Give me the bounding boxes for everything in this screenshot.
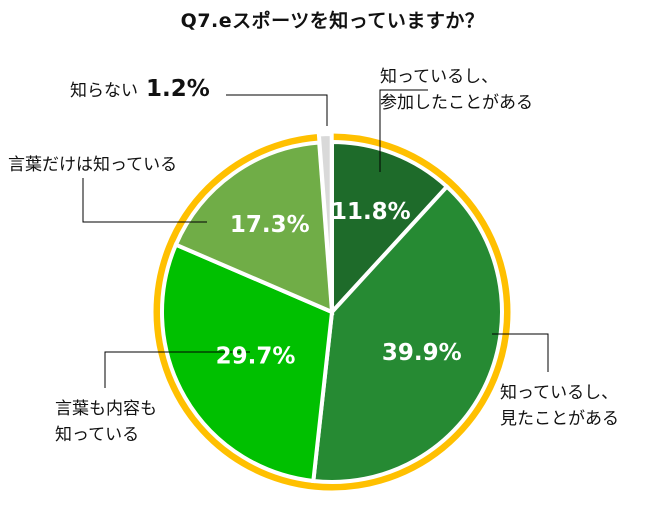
category-label-line: 言葉も内容も	[55, 399, 157, 419]
percent-label-participated: 11.8%	[331, 199, 411, 225]
pie-slice-word-and-content	[160, 242, 335, 484]
category-label-line: 見たことがある	[500, 409, 619, 429]
pie-slice-watched	[311, 183, 504, 484]
category-label-line: 知っている	[55, 425, 140, 445]
category-label-word-and-content: 言葉も内容も 知っている	[55, 396, 157, 448]
leader-line-dont-know	[226, 94, 328, 126]
leader-line-word-only	[82, 178, 207, 223]
category-label-participated: 知っているし、 参加したことがある	[380, 64, 533, 116]
category-label-line: 言葉だけは知っている	[8, 155, 178, 175]
category-label-line: 知らない	[70, 81, 138, 101]
leader-line-watched	[492, 333, 549, 372]
category-label-dont-know: 知らない 1.2%	[70, 76, 210, 104]
pie-slice-dont-know	[316, 132, 334, 305]
category-label-watched: 知っているし、 見たことがある	[500, 380, 619, 432]
leader-line-participated	[379, 89, 428, 172]
leader-line-word-and-content	[104, 351, 250, 388]
chart-title: Q7.eスポーツを知っていますか？	[180, 10, 485, 32]
percent-labels: 11.8% 39.9% 29.7% 17.3%	[216, 199, 462, 369]
pie-slice-participated	[330, 139, 450, 318]
percent-label-word-and-content: 29.7%	[216, 343, 296, 369]
pie-slices	[153, 132, 511, 491]
percent-label-word-only: 17.3%	[230, 212, 310, 238]
leader-lines	[82, 89, 549, 388]
percent-label-dont-know: 1.2%	[146, 76, 210, 102]
category-label-word-only: 言葉だけは知っている	[8, 152, 177, 178]
category-label-line: 参加したことがある	[380, 93, 533, 113]
percent-label-watched: 39.9%	[382, 340, 462, 366]
category-label-line: 知っているし、	[500, 383, 619, 403]
category-label-line: 知っているし、	[380, 67, 499, 87]
pie-slice-word-only	[173, 140, 335, 316]
